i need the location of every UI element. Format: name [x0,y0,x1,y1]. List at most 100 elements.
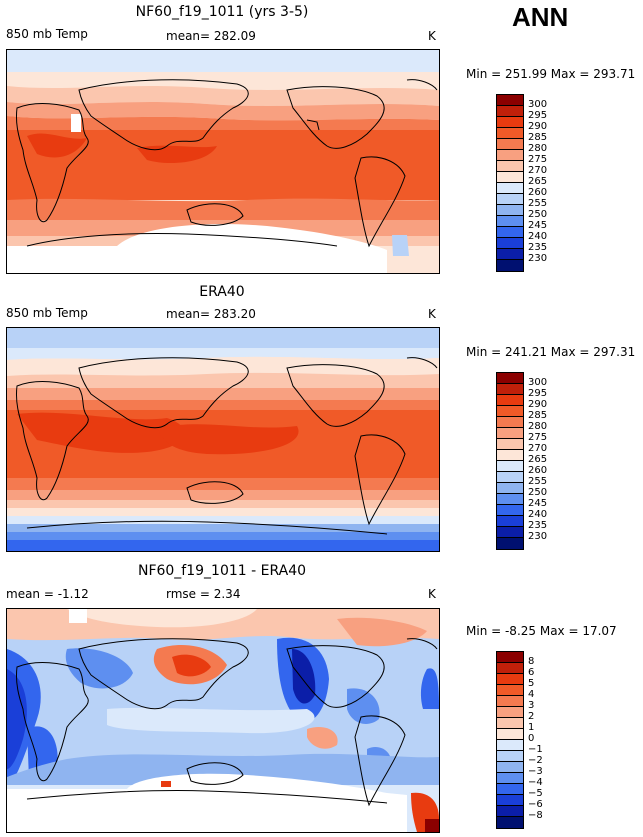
panel2-minmax-label: Min = 241.21 Max = 297.31 [466,345,636,359]
colorbar-swatch [497,663,523,674]
colorbar-tick-label: 285 [528,132,548,143]
colorbar-swatch [497,172,523,183]
colorbar-tick-label: 265 [528,454,548,465]
colorbar-swatch [497,406,523,417]
colorbar-tick-label: 265 [528,176,548,187]
colorbar-swatch [497,395,523,406]
colorbar-swatch [497,373,523,384]
season-label: ANN [512,2,569,32]
colorbar-tick-label: 2 [528,711,535,722]
panel2-variable-label: 850 mb Temp [6,306,88,320]
colorbar-tick-label: 250 [528,209,548,220]
panel1-title: NF60_f19_1011 (yrs 3-5) [135,4,309,20]
colorbar-tick-label: 295 [528,388,548,399]
colorbar-swatch [497,773,523,784]
colorbar-swatch [497,205,523,216]
colorbar-swatch [497,106,523,117]
colorbar-tick-label: 300 [528,99,548,110]
colorbar-tick-label: 1 [528,722,535,733]
colorbar-tick-label: 260 [528,187,548,198]
panel1-map-graphic [7,50,439,273]
colorbar-tick-label: −5 [528,788,543,799]
colorbar-swatch [497,194,523,205]
colorbar-tick-label: 275 [528,432,548,443]
colorbar-tick-label: 4 [528,689,535,700]
colorbar-tick-label: 245 [528,220,548,231]
panel2-colorbar [496,372,524,550]
panel3-minmax-label: Min = -8.25 Max = 17.07 [466,624,617,638]
colorbar-tick-label: 290 [528,121,548,132]
colorbar-swatch [497,806,523,817]
panel1-minmax-label: Min = 251.99 Max = 293.71 [466,67,636,81]
panel3-rmse-label: rmse = 2.34 [166,587,241,601]
panel3-units-label: K [428,587,436,601]
colorbar-tick-label: 295 [528,110,548,121]
colorbar-swatch [497,117,523,128]
colorbar-swatch [497,762,523,773]
colorbar-swatch [497,707,523,718]
colorbar-swatch [497,718,523,729]
colorbar-tick-label: 235 [528,242,548,253]
colorbar-swatch [497,428,523,439]
colorbar-swatch [497,494,523,505]
colorbar-swatch [497,461,523,472]
panel1-mean-label: mean= 282.09 [166,29,256,43]
colorbar-tick-label: 245 [528,498,548,509]
panel1-variable-label: 850 mb Temp [6,27,88,41]
colorbar-swatch [497,505,523,516]
panel1-colorbar [496,94,524,272]
colorbar-tick-label: −3 [528,766,543,777]
colorbar-tick-label: 5 [528,678,535,689]
colorbar-swatch [497,238,523,249]
colorbar-swatch [497,516,523,527]
colorbar-tick-label: −6 [528,799,543,810]
panel1-units-label: K [428,29,436,43]
panel3-colorbar [496,651,524,829]
colorbar-tick-label: −8 [528,810,543,821]
colorbar-swatch [497,439,523,450]
panel2-units-label: K [428,307,436,321]
colorbar-swatch [497,417,523,428]
colorbar-tick-label: 255 [528,476,548,487]
colorbar-swatch [497,740,523,751]
colorbar-swatch [497,538,523,549]
colorbar-tick-label: 290 [528,399,548,410]
colorbar-tick-label: −2 [528,755,543,766]
panel2-map-graphic [7,328,439,551]
colorbar-swatch [497,751,523,762]
colorbar-tick-label: 230 [528,253,548,264]
colorbar-swatch [497,652,523,663]
panel3-map [6,608,440,833]
colorbar-swatch [497,527,523,538]
colorbar-swatch [497,483,523,494]
panel2-map [6,327,440,552]
colorbar-swatch [497,139,523,150]
colorbar-tick-label: 255 [528,198,548,209]
colorbar-tick-label: 230 [528,531,548,542]
panel3-map-graphic [7,609,439,832]
panel2-title: ERA40 [199,284,245,300]
colorbar-tick-label: 6 [528,667,535,678]
colorbar-tick-label: 300 [528,377,548,388]
colorbar-tick-label: −1 [528,744,543,755]
colorbar-tick-label: 240 [528,231,548,242]
colorbar-tick-label: 250 [528,487,548,498]
colorbar-tick-label: 8 [528,656,535,667]
colorbar-tick-label: 0 [528,733,535,744]
colorbar-tick-label: 240 [528,509,548,520]
colorbar-swatch [497,128,523,139]
panel3-mean-label: mean = -1.12 [6,587,89,601]
colorbar-swatch [497,784,523,795]
colorbar-swatch [497,795,523,806]
colorbar-swatch [497,249,523,260]
colorbar-swatch [497,674,523,685]
colorbar-tick-label: 235 [528,520,548,531]
colorbar-swatch [497,150,523,161]
colorbar-tick-label: −4 [528,777,543,788]
colorbar-swatch [497,384,523,395]
colorbar-swatch [497,450,523,461]
colorbar-swatch [497,729,523,740]
colorbar-swatch [497,183,523,194]
colorbar-tick-label: 280 [528,421,548,432]
panel2-mean-label: mean= 283.20 [166,307,256,321]
